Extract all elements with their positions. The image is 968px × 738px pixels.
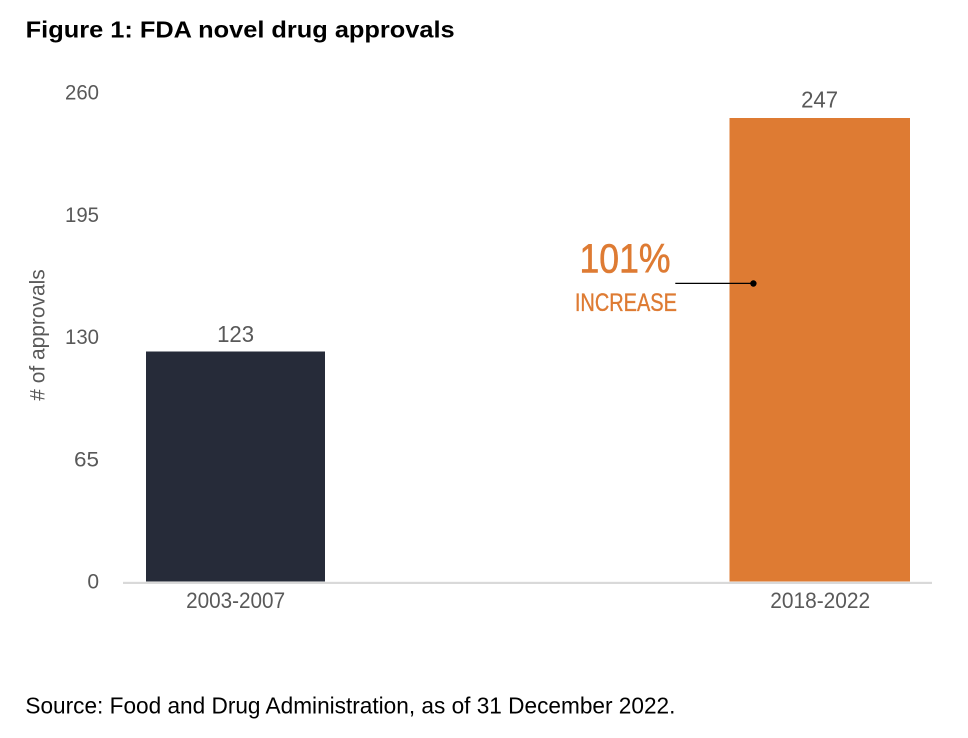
svg-text:123: 123 [217,321,254,347]
svg-text:247: 247 [801,87,838,113]
svg-text:130: 130 [65,326,99,349]
svg-text:260: 260 [65,82,99,105]
svg-text:0: 0 [87,571,99,594]
svg-text:INCREASE: INCREASE [575,289,677,317]
svg-text:195: 195 [65,204,99,227]
svg-text:2003-2007: 2003-2007 [186,588,285,613]
svg-text:65: 65 [74,448,99,471]
svg-text:Figure 1: FDA novel drug appro: Figure 1: FDA novel drug approvals [26,17,455,43]
svg-text:101%: 101% [580,235,671,281]
svg-text:2018-2022: 2018-2022 [770,588,870,613]
svg-text:# of approvals: # of approvals [26,269,49,401]
svg-text:Source: Food and Drug Administ: Source: Food and Drug Administration, as… [25,693,675,719]
